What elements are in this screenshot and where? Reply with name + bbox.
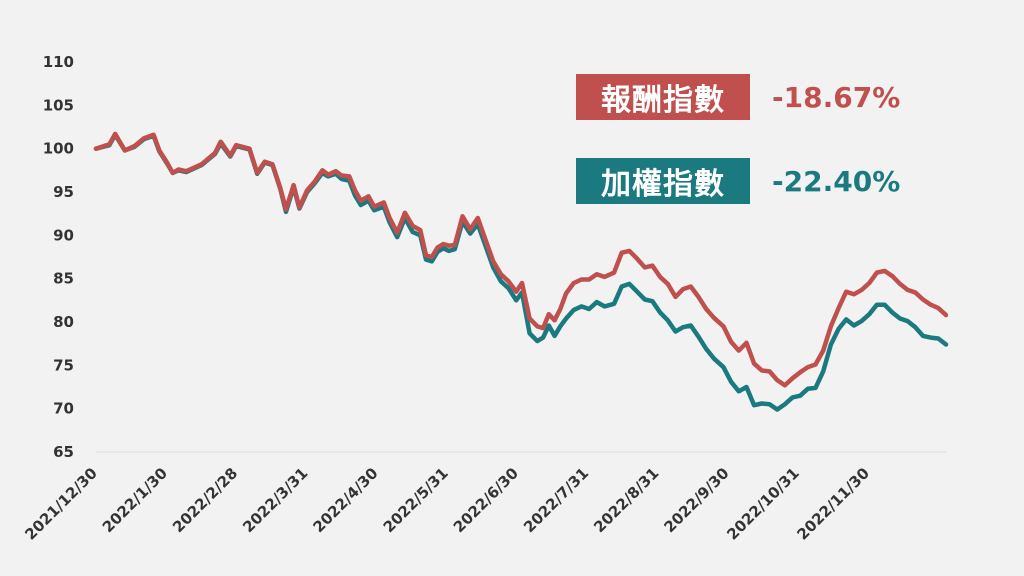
legend-item-weighted-index: 加權指數 -22.40% bbox=[576, 158, 900, 204]
series-line-return-index bbox=[93, 131, 949, 388]
y-tick-label: 80 bbox=[53, 313, 74, 331]
legend-label-return-index: 報酬指數 bbox=[576, 74, 750, 120]
y-tick-label: 105 bbox=[43, 96, 74, 114]
x-tick-label: 2022/2/28 bbox=[169, 464, 241, 536]
x-tick-label: 2022/6/30 bbox=[450, 464, 522, 536]
x-tick-label: 2022/10/31 bbox=[723, 464, 803, 544]
x-tick-label: 2021/12/30 bbox=[21, 464, 101, 544]
legend-value-weighted-index: -22.40% bbox=[772, 164, 901, 198]
y-tick-label: 110 bbox=[43, 53, 74, 71]
x-tick-label: 2022/5/31 bbox=[380, 464, 452, 536]
x-tick-label: 2022/3/31 bbox=[239, 464, 311, 536]
x-tick-label: 2022/7/31 bbox=[520, 464, 592, 536]
y-tick-label: 65 bbox=[53, 443, 74, 461]
y-tick-label: 85 bbox=[53, 270, 74, 288]
x-tick-label: 2022/9/30 bbox=[660, 464, 732, 536]
x-tick-label: 2022/11/30 bbox=[794, 464, 874, 544]
y-tick-label: 100 bbox=[43, 140, 74, 158]
x-tick-label: 2022/4/30 bbox=[309, 464, 381, 536]
legend-value-return-index: -18.67% bbox=[772, 80, 901, 114]
x-tick-label: 2022/1/30 bbox=[99, 464, 171, 536]
legend-item-return-index: 報酬指數 -18.67% bbox=[576, 74, 900, 120]
x-tick-label: 2022/8/31 bbox=[590, 464, 662, 536]
y-tick-label: 70 bbox=[53, 400, 74, 418]
y-tick-label: 90 bbox=[53, 226, 74, 244]
legend-label-weighted-index: 加權指數 bbox=[576, 158, 750, 204]
y-tick-label: 75 bbox=[53, 356, 74, 374]
y-tick-label: 95 bbox=[53, 183, 74, 201]
